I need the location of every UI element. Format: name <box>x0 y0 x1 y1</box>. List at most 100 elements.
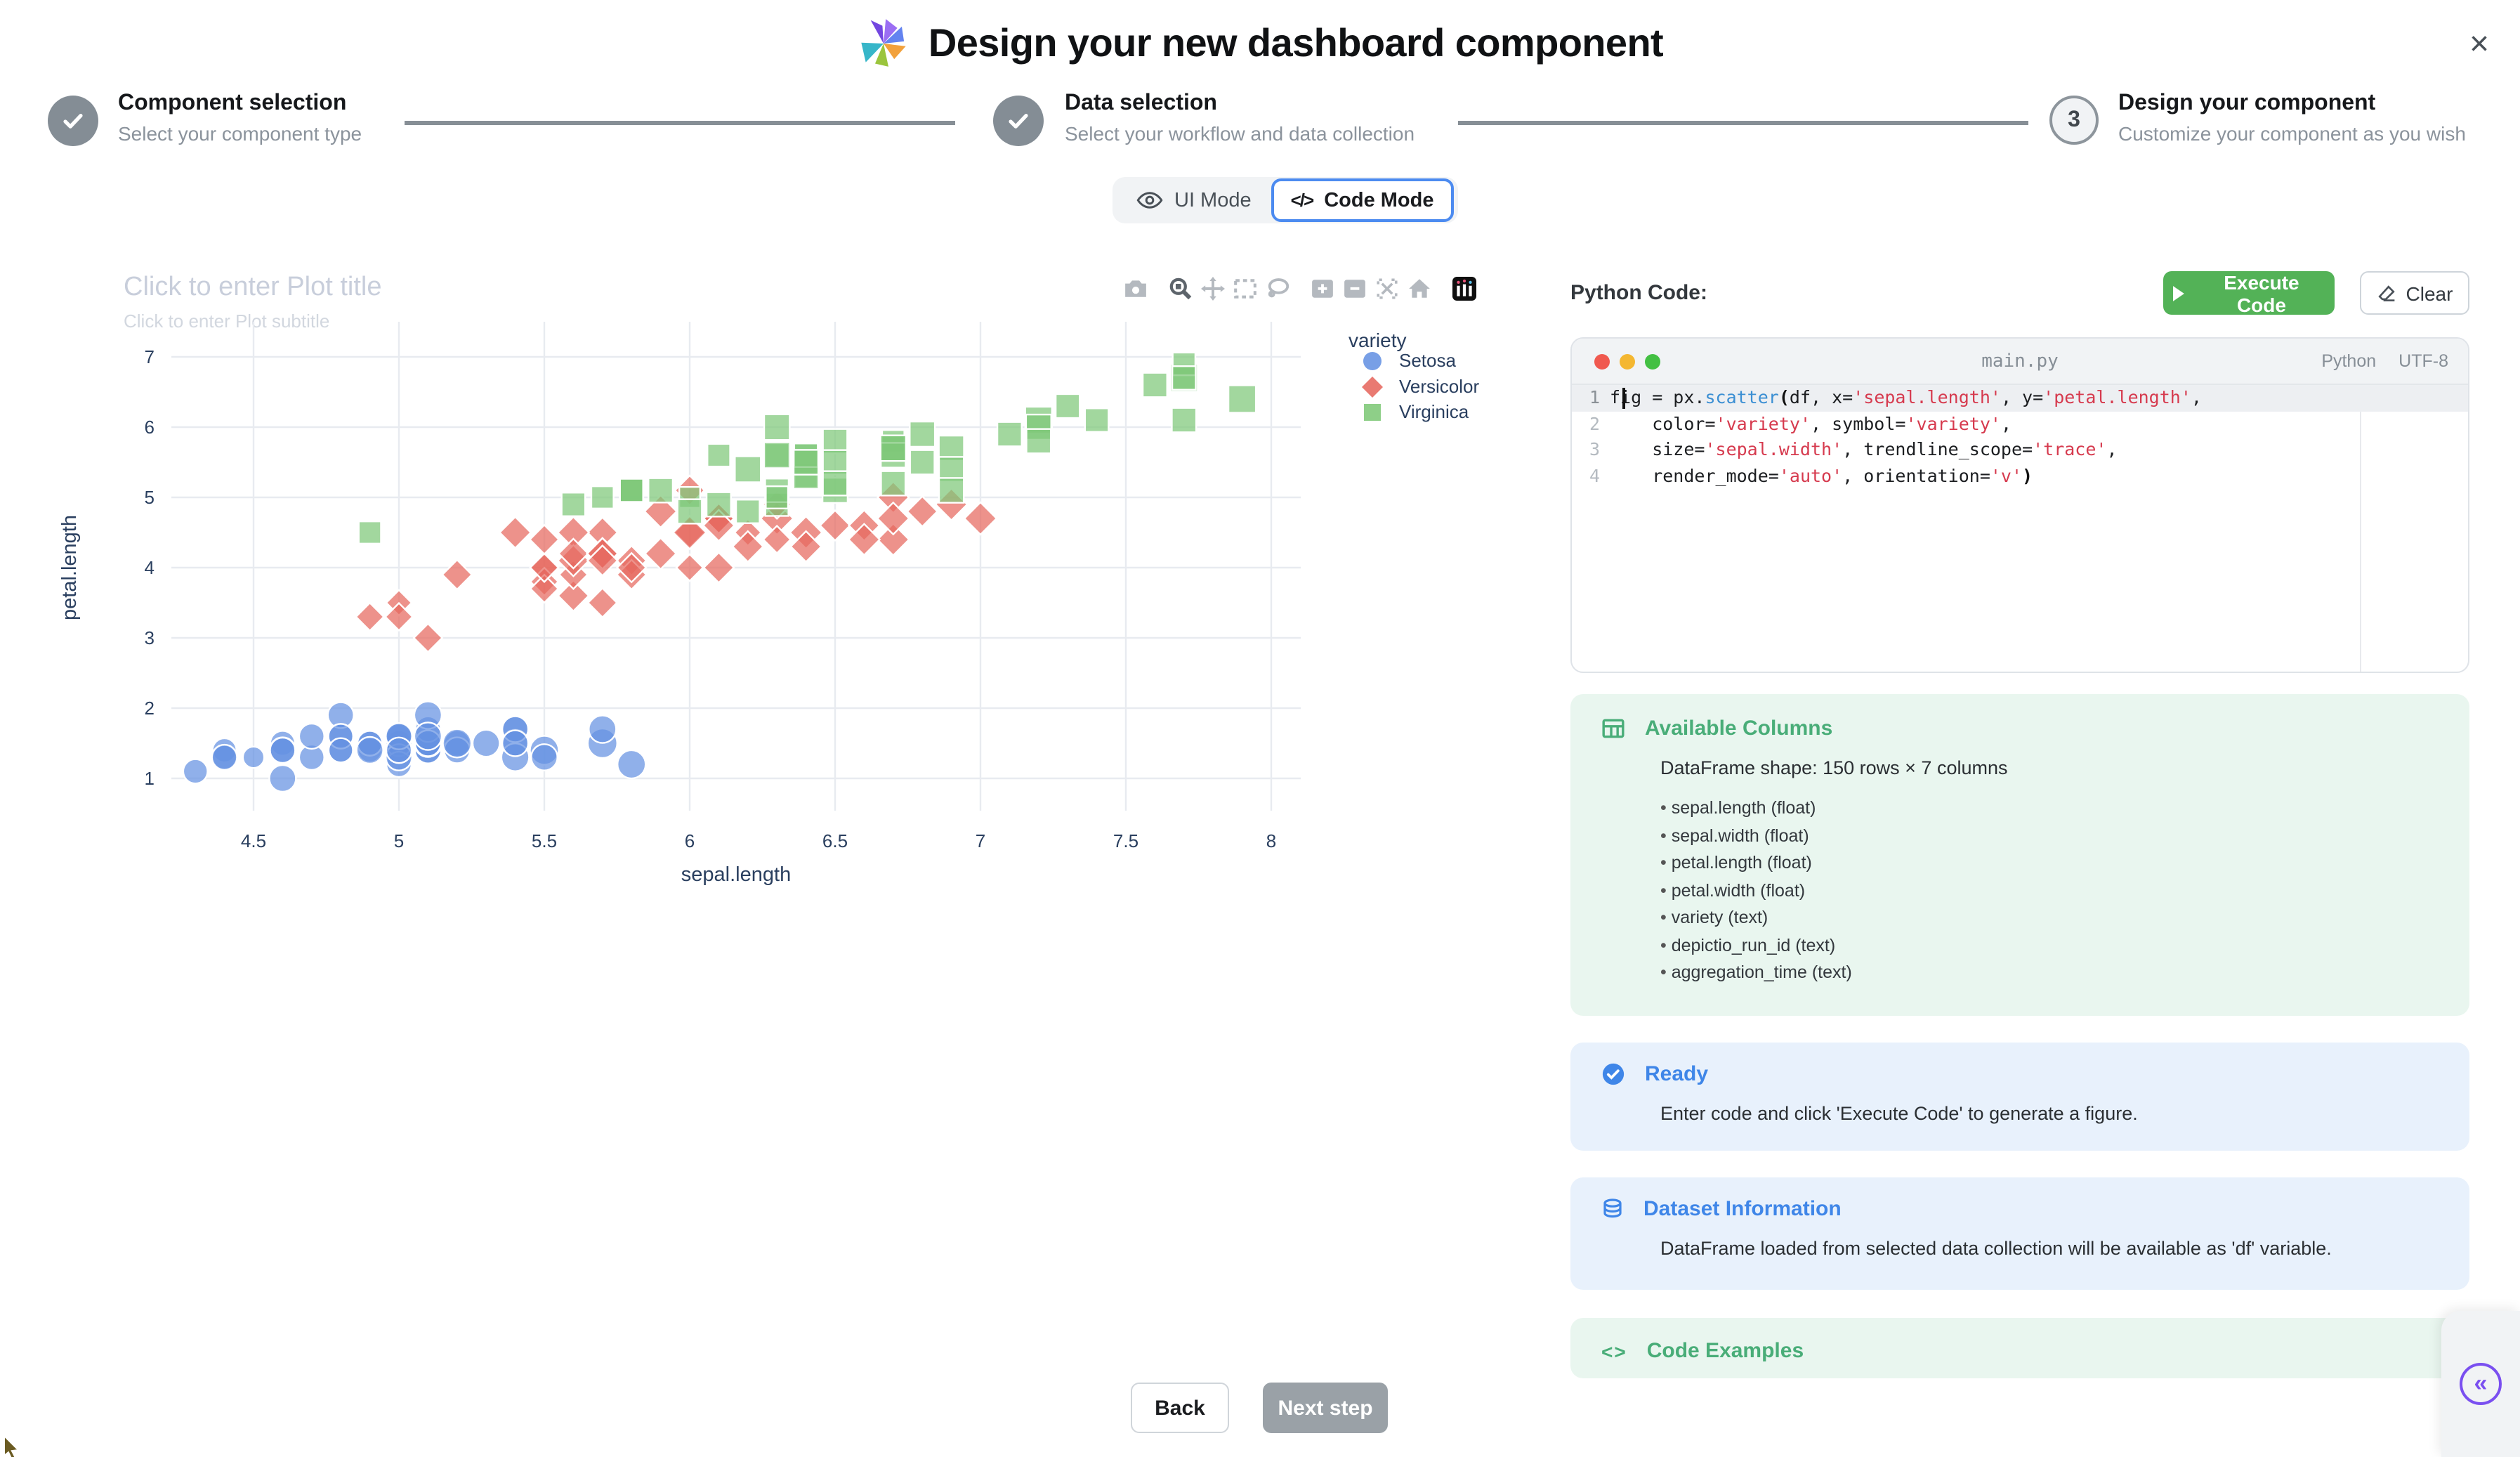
data-point-virginica[interactable] <box>763 413 791 441</box>
data-point-versicolor[interactable] <box>586 544 619 577</box>
data-point-setosa[interactable] <box>385 736 413 764</box>
data-point-setosa[interactable] <box>501 729 530 757</box>
data-point-virginica[interactable] <box>734 455 762 483</box>
data-point-setosa[interactable] <box>242 745 265 769</box>
data-point-versicolor[interactable] <box>498 516 532 549</box>
data-point-virginica[interactable] <box>1227 384 1257 414</box>
data-point-versicolor[interactable] <box>529 552 560 583</box>
data-point-versicolor[interactable] <box>702 509 736 542</box>
data-point-versicolor[interactable] <box>615 551 648 584</box>
clear-button[interactable]: Clear <box>2360 271 2469 315</box>
data-point-setosa[interactable] <box>471 728 501 758</box>
scatter-plot[interactable]: 4.5 5 5.5 6 6.5 7 7.5 8 1 2 3 4 5 6 7 sepal.length petal… <box>42 260 1517 906</box>
data-point-virginica[interactable] <box>1054 393 1081 419</box>
reset-axes-icon[interactable] <box>1407 277 1431 301</box>
data-point-versicolor[interactable] <box>876 501 911 536</box>
data-point-setosa[interactable] <box>182 758 209 785</box>
data-point-setosa[interactable] <box>442 728 473 759</box>
data-point-virginica[interactable] <box>765 485 789 510</box>
data-point-virginica[interactable] <box>619 478 644 503</box>
camera-icon[interactable] <box>1124 277 1148 301</box>
data-point-versicolor[interactable] <box>876 522 911 557</box>
data-point-versicolor[interactable] <box>412 622 444 653</box>
data-point-virginica[interactable] <box>880 470 907 497</box>
data-point-versicolor[interactable] <box>963 501 998 536</box>
legend-label[interactable]: Versicolor <box>1399 376 1479 397</box>
code-mode-button[interactable]: </> Code Mode <box>1271 178 1454 222</box>
plot-title-placeholder[interactable]: Click to enter Plot title <box>124 273 382 302</box>
data-point-setosa[interactable] <box>413 721 443 751</box>
data-point-virginica[interactable] <box>792 449 820 476</box>
data-point-virginica[interactable] <box>648 477 674 504</box>
legend-marker-circle[interactable] <box>1363 352 1382 370</box>
code-line[interactable]: 3 size='sepal.width', trendline_scope='t… <box>1589 438 2118 459</box>
data-point-virginica[interactable] <box>560 492 586 517</box>
data-point-virginica[interactable] <box>763 441 791 469</box>
pan-icon[interactable] <box>1201 277 1225 301</box>
data-point-versicolor[interactable] <box>643 537 678 570</box>
data-point-versicolor[interactable] <box>847 523 881 556</box>
legend-label[interactable]: Virginica <box>1399 401 1469 422</box>
legend-label[interactable]: Setosa <box>1399 350 1456 371</box>
ui-mode-button[interactable]: UI Mode <box>1117 181 1271 219</box>
data-point-setosa[interactable] <box>298 722 325 750</box>
data-point-versicolor[interactable] <box>731 530 765 563</box>
code-line[interactable]: 1 fig = px. scatter(df, x='sepal.length', … <box>1572 385 2468 411</box>
lasso-select-icon[interactable] <box>1266 277 1289 301</box>
data-point-virginica[interactable] <box>676 498 703 525</box>
plot-subtitle-placeholder[interactable]: Click to enter Plot subtitle <box>124 311 330 332</box>
data-point-setosa[interactable] <box>269 736 296 764</box>
data-point-versicolor[interactable] <box>556 579 590 613</box>
box-select-icon[interactable] <box>1233 277 1257 301</box>
code-line[interactable]: 2 color='variety', symbol='variety', <box>1589 412 2012 433</box>
legend-marker-square[interactable] <box>1364 404 1381 421</box>
close-icon[interactable]: × <box>2469 25 2489 63</box>
data-point-setosa[interactable] <box>268 764 297 793</box>
data-point-versicolor[interactable] <box>557 537 590 570</box>
data-point-versicolor[interactable] <box>789 530 823 563</box>
next-step-button[interactable]: Next step <box>1263 1383 1388 1433</box>
data-point-virginica[interactable] <box>909 420 936 448</box>
data-point-versicolor[interactable] <box>818 509 852 542</box>
data-point-virginica[interactable] <box>357 520 382 545</box>
data-point-setosa[interactable] <box>588 714 617 744</box>
data-point-virginica[interactable] <box>909 449 936 476</box>
data-point-setosa[interactable] <box>211 743 238 771</box>
data-point-versicolor[interactable] <box>355 601 386 632</box>
legend-marker-diamond[interactable] <box>1362 377 1383 398</box>
data-point-versicolor[interactable] <box>762 524 792 555</box>
autoscale-icon[interactable] <box>1375 277 1399 301</box>
data-point-versicolor[interactable] <box>528 523 560 556</box>
collapse-chevrons-icon[interactable]: « <box>2460 1363 2502 1405</box>
data-point-virginica[interactable] <box>707 443 731 468</box>
data-point-versicolor[interactable] <box>906 495 939 528</box>
data-point-virginica[interactable] <box>1171 407 1197 433</box>
data-point-virginica[interactable] <box>938 477 965 504</box>
data-point-versicolor[interactable] <box>702 551 735 584</box>
zoom-icon[interactable] <box>1169 277 1193 301</box>
data-point-setosa[interactable] <box>327 737 354 764</box>
data-point-versicolor[interactable] <box>671 514 708 551</box>
data-point-virginica[interactable] <box>705 491 732 518</box>
zoom-in-icon[interactable] <box>1311 277 1334 301</box>
panel-code-examples[interactable]: <> Code Examples <box>1570 1318 2469 1378</box>
data-point-virginica[interactable] <box>1171 365 1197 391</box>
data-point-virginica[interactable] <box>1141 372 1168 398</box>
data-point-setosa[interactable] <box>616 749 647 780</box>
data-point-virginica[interactable] <box>735 499 761 524</box>
data-point-setosa[interactable] <box>355 736 384 765</box>
data-point-setosa[interactable] <box>530 743 558 771</box>
zoom-out-icon[interactable] <box>1343 277 1367 301</box>
execute-code-button[interactable]: Execute Code <box>2163 270 2335 315</box>
data-point-virginica[interactable] <box>590 485 615 510</box>
data-point-versicolor[interactable] <box>586 587 619 619</box>
back-button[interactable]: Back <box>1131 1383 1229 1433</box>
data-point-versicolor[interactable] <box>675 553 704 582</box>
data-point-virginica[interactable] <box>996 421 1023 447</box>
plotly-logo-icon[interactable] <box>1452 277 1476 301</box>
data-point-virginica[interactable] <box>822 470 848 497</box>
code-line[interactable]: 4 render_mode='auto', orientation='v') <box>1589 464 2033 485</box>
data-point-virginica[interactable] <box>1025 428 1052 455</box>
data-point-versicolor[interactable] <box>441 558 473 591</box>
data-point-virginica[interactable] <box>879 434 907 462</box>
